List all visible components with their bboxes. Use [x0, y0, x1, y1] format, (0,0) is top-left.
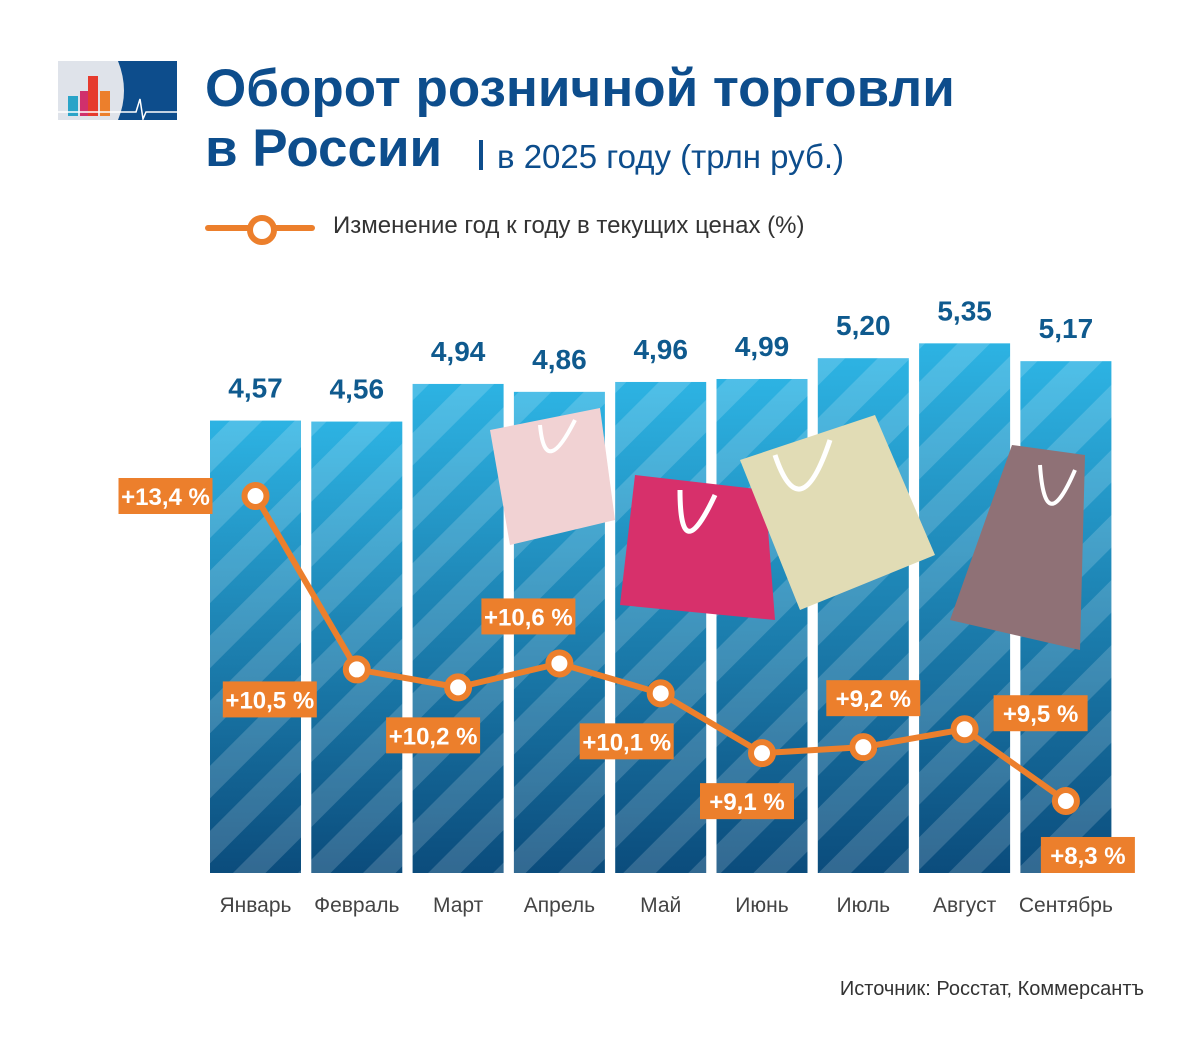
line-value-label: +10,6 %: [484, 604, 573, 631]
bar-value-label: 4,56: [330, 374, 385, 405]
legend-dot-marker: [247, 215, 277, 245]
line-point: [1051, 786, 1080, 815]
x-tick-label: Сентябрь: [1019, 894, 1113, 917]
line-point: [342, 655, 371, 684]
bar-stripes: [311, 421, 403, 873]
bag-magenta: [620, 475, 775, 620]
line-label-box: [118, 478, 213, 514]
line-label-box: [222, 681, 317, 718]
bar-value-label: 5,17: [1039, 313, 1094, 344]
line-point: [748, 739, 776, 768]
line-value-label: +9,5 %: [1003, 701, 1078, 728]
line-label-box: [993, 695, 1088, 732]
line-value-label: +8,3 %: [1050, 843, 1125, 870]
title: Оборот розничной торговли: [205, 59, 955, 118]
bar-stripes: [615, 381, 707, 873]
x-tick-label: Февраль: [314, 894, 399, 917]
line-value-label: +13,4 %: [121, 484, 210, 511]
line-label-box: [1040, 836, 1135, 873]
x-tick-label: Май: [640, 894, 681, 917]
line-point: [241, 482, 270, 510]
bar-value-label: 4,86: [532, 344, 587, 375]
line-label-box: [481, 598, 576, 635]
x-tick-label: Июль: [837, 894, 891, 917]
bar-value-label: 4,99: [735, 331, 790, 362]
line-point: [646, 679, 675, 708]
line-point: [444, 673, 473, 702]
bag-beige: [740, 415, 935, 610]
bar-value-label: 4,94: [431, 336, 486, 367]
x-tick-label: Март: [433, 894, 484, 917]
line-value-label: +9,2 %: [836, 686, 911, 713]
legend-label: Изменение год к году в текущих ценах (%): [333, 212, 805, 239]
bag-pink-light: [490, 408, 615, 545]
x-tick-label: Апрель: [524, 894, 595, 917]
line-label-box: [826, 680, 921, 717]
line-label-box: [579, 723, 674, 760]
line-label-box: [700, 783, 794, 820]
shopping-bags-illustration: [490, 408, 1085, 650]
line-value-label: +10,1 %: [582, 729, 671, 756]
title-separator: [479, 140, 483, 170]
bar-value-label: 4,57: [228, 373, 283, 404]
line-point: [950, 715, 979, 744]
legend: Изменение год к году в текущих ценах (%): [205, 210, 905, 245]
line-value-label: +10,2 %: [389, 723, 478, 750]
x-tick-label: Август: [933, 894, 997, 917]
bar-value-label: 5,20: [836, 310, 891, 341]
logo: [58, 61, 177, 120]
line-value-label: +10,5 %: [225, 687, 314, 714]
x-tick-label: Январь: [220, 894, 292, 917]
bar-value-label: 5,35: [937, 295, 992, 326]
bag-mauve: [950, 445, 1085, 650]
subtitle: в 2025 году (трлн руб.): [497, 138, 845, 175]
line-label-box: [386, 717, 481, 754]
source-note: Источник: Росстат, Коммерсантъ: [839, 978, 1144, 1000]
line-point: [849, 733, 878, 762]
line-value-label: +9,1 %: [709, 789, 784, 816]
x-tick-label: Июнь: [735, 894, 788, 917]
title-line-2: в России: [205, 119, 443, 178]
line-point: [545, 649, 574, 678]
bar-value-label: 4,96: [633, 334, 688, 365]
